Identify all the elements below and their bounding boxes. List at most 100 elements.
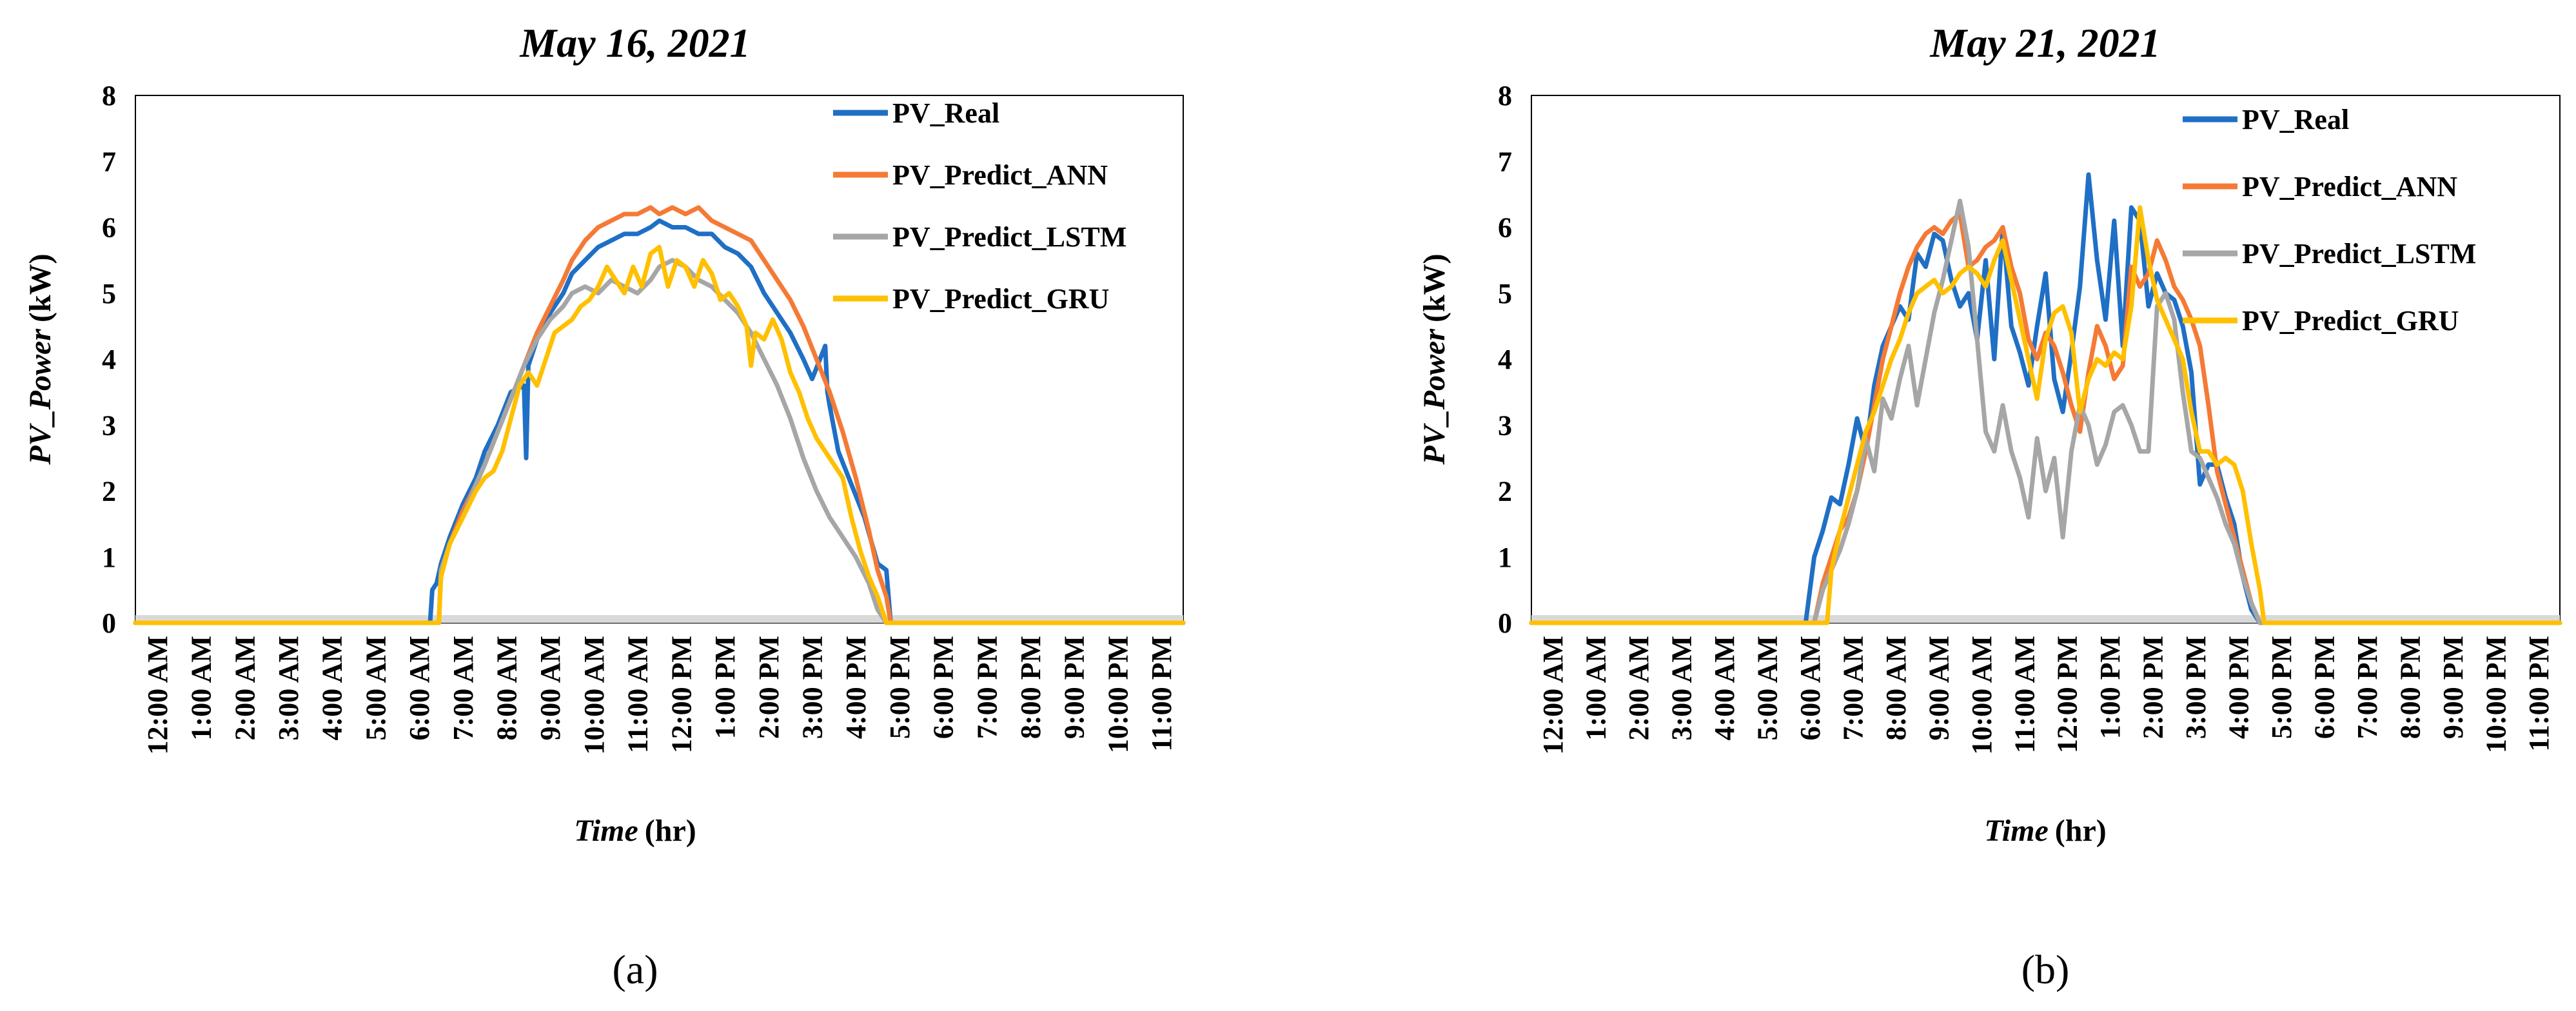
y-tick-label-a-1: 1 — [102, 542, 116, 573]
x-tick-label-b-14: 2:00 PM — [2138, 636, 2169, 739]
x-tick-label-b-13: 1:00 PM — [2094, 636, 2126, 739]
series-line-a-pv-real — [133, 218, 1186, 625]
y-tick-labels-a: 0 1 2 3 4 5 6 7 8 — [102, 80, 116, 639]
legend-label-b-pv-predict-lstm: PV_Predict_LSTM — [2242, 238, 2476, 270]
x-tick-label-a-9: 9:00 AM — [535, 636, 566, 741]
series-lines-a — [133, 205, 1186, 625]
x-tick-label-a-16: 4:00 PM — [840, 636, 872, 739]
y-axis-label-b: PV_Power (kW) — [1417, 253, 1451, 465]
x-axis-label-name-b: Time — [1984, 814, 2049, 848]
series-line-a-pv-predict-gru — [133, 244, 1186, 625]
x-tick-label-b-21: 9:00 PM — [2437, 636, 2469, 739]
x-tick-label-a-15: 3:00 PM — [796, 636, 828, 739]
x-axis-label-name-a: Time — [574, 814, 638, 848]
x-tick-label-a-6: 6:00 AM — [404, 636, 435, 741]
x-tick-label-b-19: 7:00 PM — [2352, 636, 2383, 739]
series-line-b-pv-predict-lstm — [1529, 199, 2562, 625]
y-tick-label-a-5: 5 — [102, 278, 116, 309]
x-tick-label-a-5: 5:00 AM — [360, 636, 391, 741]
x-tick-label-a-0: 12:00 AM — [142, 636, 173, 755]
x-axis-label-b: Time (hr) — [1984, 814, 2106, 848]
y-axis-label-unit-b: (kW) — [1417, 253, 1451, 322]
x-tick-label-a-8: 8:00 AM — [491, 636, 523, 741]
y-tick-label-a-0: 0 — [102, 607, 116, 639]
x-tick-label-b-20: 8:00 PM — [2394, 636, 2426, 739]
y-tick-label-b-5: 5 — [1498, 278, 1512, 309]
x-tick-label-b-4: 4:00 AM — [1709, 636, 1740, 741]
legend-label-a-pv-real: PV_Real — [892, 97, 999, 129]
x-tick-label-a-7: 7:00 AM — [447, 636, 479, 741]
series-line-a-pv-predict-lstm — [133, 258, 1186, 625]
x-tick-label-a-23: 11:00 PM — [1146, 636, 1177, 752]
x-tick-labels-a: 12:00 AM 1:00 AM 2:00 AM 3:00 AM 4:00 AM 5:00… — [142, 636, 1177, 755]
x-tick-label-a-14: 2:00 PM — [753, 636, 785, 739]
chart-title-b: May 21, 2021 — [1929, 20, 2160, 66]
y-tick-label-b-8: 8 — [1498, 80, 1512, 112]
x-tick-label-a-4: 4:00 AM — [317, 636, 348, 741]
x-tick-label-b-16: 4:00 PM — [2223, 636, 2255, 739]
x-axis-label-unit-a: (hr) — [645, 814, 696, 848]
legend-label-a-pv-predict-gru: PV_Predict_GRU — [892, 283, 1109, 315]
y-tick-label-b-4: 4 — [1498, 344, 1512, 375]
chart-panel-a: May 16, 2021 0 1 2 3 4 5 6 7 8 12:00 AM 1:00 AM 2:… — [23, 20, 1186, 992]
x-tick-label-b-9: 9:00 AM — [1923, 636, 1954, 741]
x-tick-label-a-2: 2:00 AM — [229, 636, 261, 741]
x-tick-label-b-6: 6:00 AM — [1794, 636, 1826, 741]
x-tick-label-b-1: 1:00 AM — [1580, 636, 1612, 741]
panel-label-b: (b) — [2021, 947, 2070, 992]
legend-label-a-pv-predict-lstm: PV_Predict_LSTM — [892, 221, 1126, 253]
y-axis-label-a: PV_Power (kW) — [23, 253, 57, 465]
x-tick-label-b-18: 6:00 PM — [2308, 636, 2340, 739]
x-tick-label-b-10: 10:00 AM — [1966, 636, 1998, 755]
x-tick-label-a-10: 10:00 AM — [578, 636, 610, 755]
x-tick-label-a-13: 1:00 PM — [709, 636, 741, 739]
x-axis-label-unit-b: (hr) — [2055, 814, 2107, 848]
y-tick-label-a-7: 7 — [102, 146, 116, 177]
x-tick-label-a-21: 9:00 PM — [1059, 636, 1090, 739]
y-tick-label-a-8: 8 — [102, 80, 116, 112]
y-tick-label-b-3: 3 — [1498, 409, 1512, 441]
x-tick-label-b-22: 10:00 PM — [2480, 636, 2512, 753]
x-tick-label-b-0: 12:00 AM — [1537, 636, 1569, 755]
y-axis-label-unit-a: (kW) — [23, 253, 57, 322]
x-tick-label-b-3: 3:00 AM — [1666, 636, 1698, 741]
plot-area-b — [1531, 95, 2561, 623]
x-tick-label-b-17: 5:00 PM — [2266, 636, 2297, 739]
legend-b: PV_Real PV_Predict_ANN PV_Predict_LSTM PV_P… — [2183, 104, 2476, 337]
x-tick-label-a-22: 10:00 PM — [1102, 636, 1134, 753]
y-tick-label-b-1: 1 — [1498, 542, 1512, 573]
x-tick-label-b-2: 2:00 AM — [1623, 636, 1655, 741]
legend-label-a-pv-predict-ann: PV_Predict_ANN — [892, 159, 1108, 191]
series-line-b-pv-predict-gru — [1529, 205, 2562, 625]
legend-label-b-pv-real: PV_Real — [2242, 104, 2349, 135]
legend-label-b-pv-predict-gru: PV_Predict_GRU — [2242, 305, 2459, 337]
x-tick-label-b-7: 7:00 AM — [1837, 636, 1869, 741]
x-tick-label-a-11: 11:00 AM — [622, 636, 654, 753]
x-tick-label-a-3: 3:00 AM — [273, 636, 304, 741]
x-tick-label-a-20: 8:00 PM — [1015, 636, 1047, 739]
y-tick-label-a-3: 3 — [102, 409, 116, 441]
y-tick-label-a-6: 6 — [102, 212, 116, 244]
y-tick-labels-b: 0 1 2 3 4 5 6 7 8 — [1498, 80, 1512, 639]
x-tick-label-b-23: 11:00 PM — [2523, 636, 2555, 752]
chart-panel-b: May 21, 2021 0 1 2 3 4 5 6 7 8 12:00 AM 1:00 AM 2:… — [1417, 20, 2562, 992]
x-tick-label-a-18: 6:00 PM — [928, 636, 959, 739]
y-tick-label-b-7: 7 — [1498, 146, 1512, 177]
y-axis-label-name-a: PV_Power — [23, 328, 57, 466]
y-tick-label-a-2: 2 — [102, 476, 116, 507]
legend-a: PV_Real PV_Predict_ANN PV_Predict_LSTM PV_P… — [833, 97, 1126, 315]
x-tick-label-b-15: 3:00 PM — [2180, 636, 2212, 739]
y-tick-label-b-2: 2 — [1498, 476, 1512, 507]
x-tick-label-a-17: 5:00 PM — [884, 636, 916, 739]
y-tick-label-b-6: 6 — [1498, 212, 1512, 244]
x-tick-label-b-11: 11:00 AM — [2009, 636, 2040, 753]
y-tick-label-b-0: 0 — [1498, 607, 1512, 639]
x-tick-label-a-1: 1:00 AM — [186, 636, 217, 741]
x-tick-label-b-8: 8:00 AM — [1880, 636, 1912, 741]
y-tick-label-a-4: 4 — [102, 344, 116, 375]
x-tick-labels-b: 12:00 AM 1:00 AM 2:00 AM 3:00 AM 4:00 AM 5:00… — [1537, 636, 2555, 755]
panel-label-a: (a) — [612, 947, 658, 992]
chart-title-a: May 16, 2021 — [519, 20, 750, 66]
x-tick-label-b-12: 12:00 PM — [2052, 636, 2083, 753]
